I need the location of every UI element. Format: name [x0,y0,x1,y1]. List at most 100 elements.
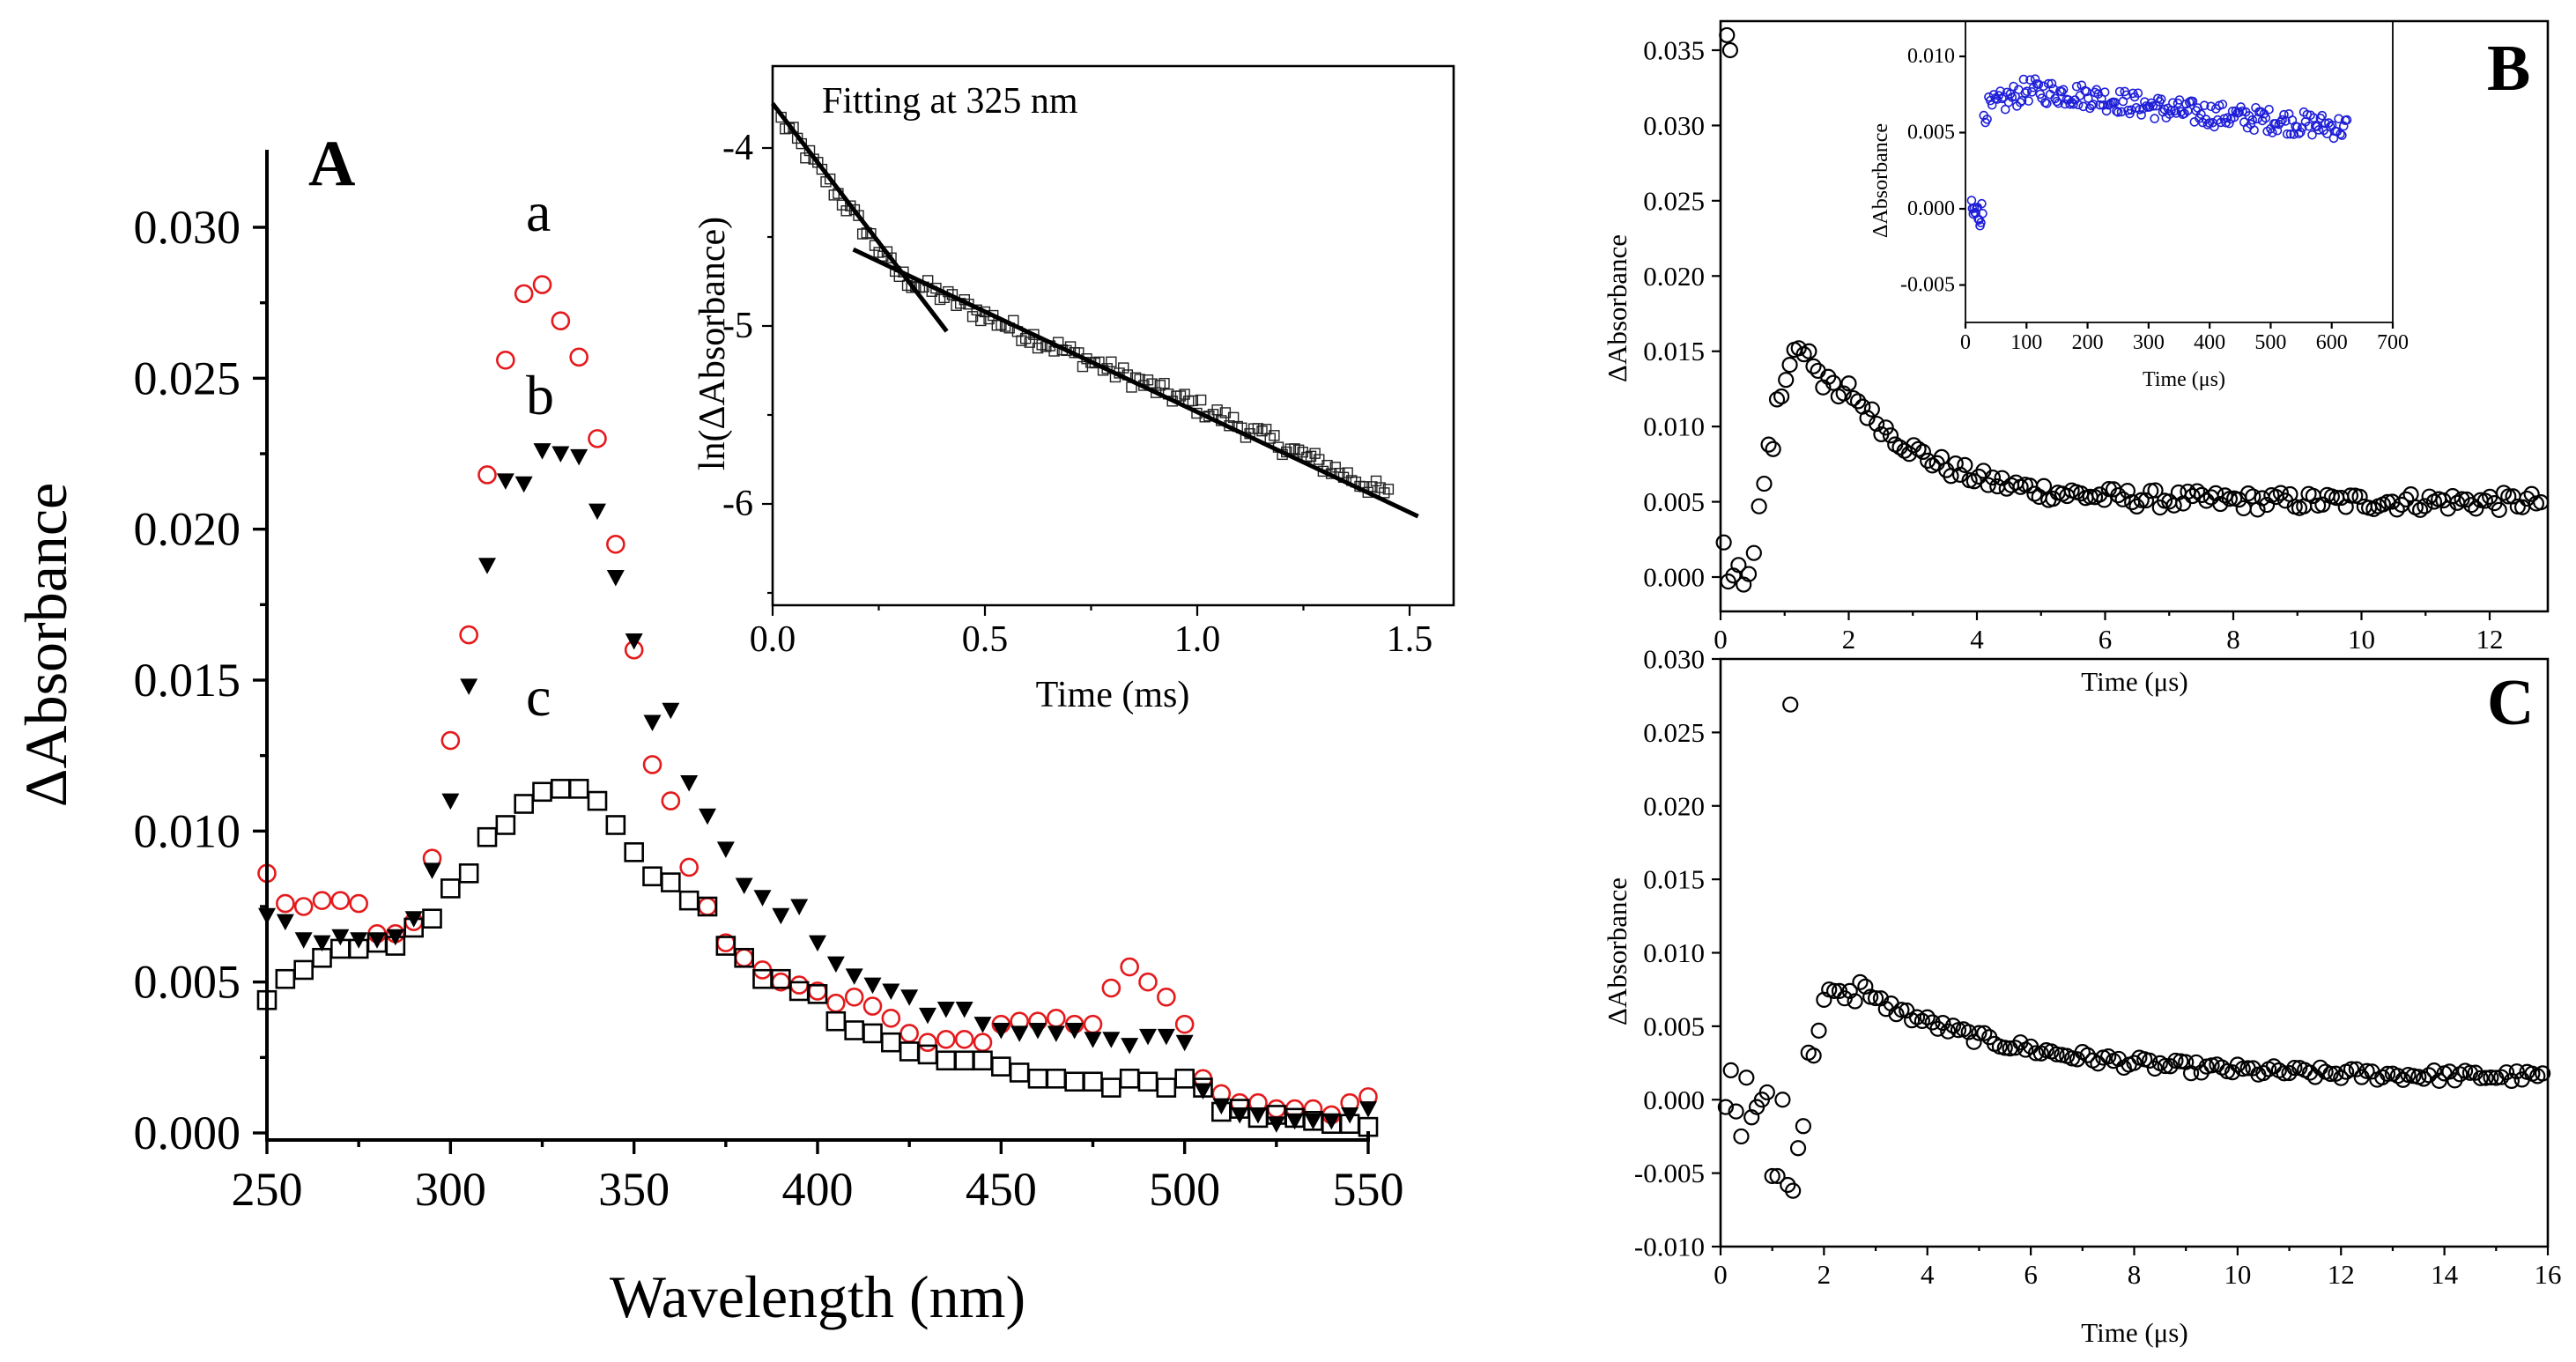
panel-a-x-axis-label: Wavelength (nm) [610,1263,1025,1330]
series-c-point [568,779,589,799]
series-b-point [276,914,294,931]
series-a-point [1138,972,1158,992]
panel-c-point [2167,1052,2184,1070]
panel-b-point [2091,486,2108,503]
series-a-point [606,534,625,554]
inset-b-point [2112,106,2121,116]
inset-a-point [1077,360,1089,373]
panel-b-point [2468,500,2484,517]
panel-c-point [2348,1061,2365,1077]
inset-b-x-tick-label: 100 [2010,331,2042,354]
inset-a-point [1382,484,1395,495]
series-b-point [992,1022,1010,1040]
inset-b-point [2187,96,2198,107]
panel-b-point [2235,500,2252,517]
series-b-point [533,443,551,460]
panel-b-x-tick-label: 0 [1714,624,1728,655]
inset-b-x-tick-label: 0 [1960,331,1971,354]
inset-b-point [2073,100,2084,110]
panel-b-point [1801,343,1817,359]
series-c-point [1137,1071,1158,1092]
panel-c-outlier-point [1782,696,1799,713]
series-c-point [458,863,479,884]
panel-a-x-tick-label: 550 [1333,1163,1404,1216]
panel-b-point [1760,436,1777,453]
panel-c-point [2027,1045,2045,1062]
inset-a-point [934,293,946,306]
panel-c-point [2203,1057,2220,1074]
series-b-point [919,1007,936,1025]
series-c-point [1119,1069,1140,1089]
panel-b-point [2133,492,2150,508]
panel-c-point [1852,973,1869,990]
panel-b-point [2500,488,2517,505]
series-c-point [844,1020,864,1040]
series-c-point [1174,1069,1195,1089]
series-a-point [514,284,534,304]
series-c-point [678,890,700,911]
panel-a-x-tick-label: 250 [232,1163,303,1216]
series-c-point [936,1050,957,1071]
panel-b-point [2217,487,2233,504]
inset-a-fit-line [852,247,1419,519]
inset-a-point [1211,404,1223,416]
inset-b-point [2268,128,2277,137]
panel-b-x-ticks: 0 2 4 6 8 10 12 [1714,611,2504,655]
series-a-point [349,893,368,914]
panel-c-axis-frame [1719,657,2550,1248]
panel-b-point [2314,496,2331,513]
inset-b-point [2325,122,2335,131]
inset-a-point [966,311,979,322]
series-c-point [605,815,626,835]
inset-b-y-tick-label: 0.000 [1907,197,1955,220]
inset-a-point [1118,362,1129,374]
inset-a-point [1024,337,1036,348]
panel-c-point [2079,1047,2096,1063]
series-b-point [588,503,606,521]
panel-b-point [2272,485,2290,501]
panel-b-inset-x-ticks: 0 100 200 300 400 500 600 700 [1960,322,2409,354]
panel-a-inset-title: Fitting at 325 nm [822,81,1078,122]
series-c-point [1027,1069,1048,1089]
inset-b-point [2236,102,2246,112]
inset-b-point [2058,85,2069,95]
series-b-point [1212,1098,1231,1115]
series-c-label: c [526,665,551,728]
panel-b-point [2411,501,2429,518]
panel-a-y-ticks: 0.000 0.005 0.010 0.015 0.020 0.025 0.030 [134,201,267,1159]
panel-b-y-tick-label: 0.035 [1643,35,1705,66]
panel-c-point [1795,1118,1812,1135]
series-b-point [1029,1022,1047,1040]
inset-b-point [1976,218,1986,228]
panel-c-point [2146,1060,2164,1077]
panel-b-inset-markers [1966,74,2352,231]
panel-b-point [1825,374,1842,391]
inset-a-point [1142,374,1154,386]
panel-c-x-tick-label: 0 [1714,1259,1728,1290]
series-c-point [422,908,442,929]
series-b-point [955,1002,973,1018]
panel-c-x-tick-label: 16 [2535,1259,2562,1290]
inset-a-point [1329,462,1341,473]
series-b-point [1121,1038,1139,1055]
series-a-point [844,988,864,1007]
panel-c-x-tick-label: 10 [2224,1259,2251,1290]
series-c-point [661,872,681,892]
panel-a-series-markers [256,275,1379,1137]
series-c-point [551,779,571,799]
inset-b-point [2202,120,2213,130]
panel-c-point [2286,1059,2303,1077]
series-b-point [1194,1083,1212,1100]
panel-c-point [1893,1002,1910,1018]
panel-b-point [2491,501,2507,518]
panel-c-point [1826,982,1843,999]
series-c-point [275,968,296,989]
inset-b-point [2199,100,2210,110]
series-b-point [716,841,735,858]
panel-c-point [1940,1023,1957,1040]
series-b-point [1231,1107,1249,1124]
series-b-label: b [526,364,554,426]
panel-b-point [2351,488,2368,505]
panel-b-inset-axis-frame [1965,20,2394,323]
panel-a-y-axis-label: ΔAbsorbance [12,483,79,808]
